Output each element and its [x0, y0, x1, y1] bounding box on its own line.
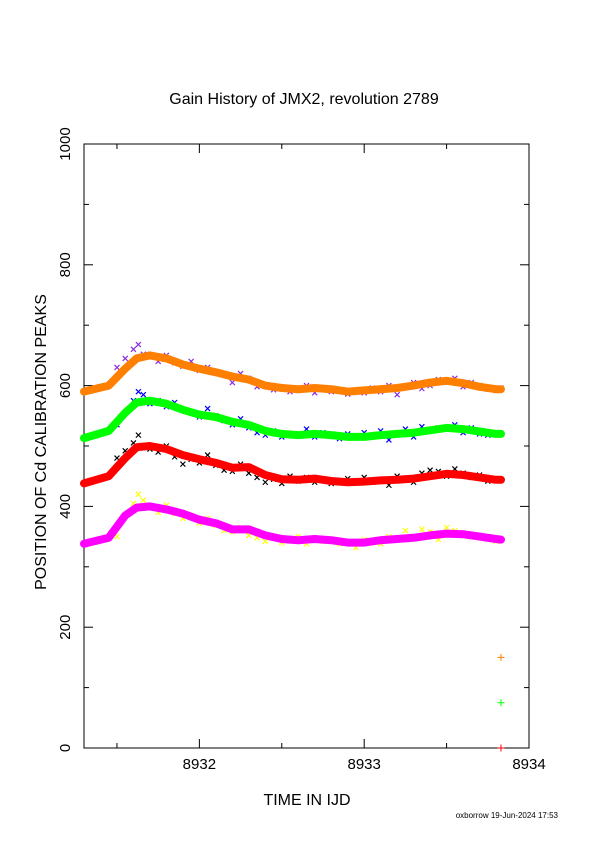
series-1-trend-line [80, 351, 505, 396]
series-6-point [135, 491, 142, 498]
series-7 [80, 502, 505, 548]
plus-marker [497, 699, 505, 707]
y-tick-label: 600 [57, 373, 74, 398]
footer-timestamp: oxborrow 19-Jun-2024 17:53 [456, 811, 559, 820]
series-3-trend-line [80, 396, 505, 443]
y-tick-label: 400 [57, 494, 74, 519]
series-3 [80, 396, 505, 443]
series-7-trend-line [80, 502, 505, 548]
series-4-point [135, 432, 142, 439]
series-2-point [140, 391, 147, 398]
series-6-point [402, 527, 409, 534]
series-0-point [114, 364, 120, 371]
series-4-point [262, 479, 269, 486]
series-0-point [135, 341, 142, 348]
y-tick-label: 1000 [57, 127, 74, 160]
series-0-point [229, 379, 236, 386]
x-axis-label: TIME IN IJD [263, 792, 350, 809]
series-6-point [418, 526, 425, 533]
plus-marker [497, 653, 505, 661]
y-tick-label: 800 [57, 252, 74, 277]
series-5 [80, 442, 505, 488]
series-6-point [140, 497, 147, 504]
y-tick-label: 200 [57, 615, 74, 640]
series-6-point [443, 524, 450, 531]
x-tick-label: 8934 [512, 756, 545, 773]
series-0-point [122, 355, 129, 362]
series-4-point [427, 467, 434, 474]
axis-ticks: 0 200 400 600 800 1000 8932 8933 8934 [57, 127, 546, 773]
x-tick-label: 8932 [183, 756, 216, 773]
y-axis-label: POSITION OF Cd CALIBRATION PEAKS [33, 294, 50, 590]
chart-title: Gain History of JMX2, revolution 2789 [169, 91, 439, 108]
x-tick-label: 8933 [347, 756, 380, 773]
series-4-point [179, 461, 186, 468]
y-tick-label: 0 [57, 744, 74, 752]
series-1 [80, 351, 505, 396]
series-2-point [204, 405, 211, 412]
series-layer [80, 341, 505, 752]
plus-marker [497, 744, 505, 752]
series-0-point [394, 391, 401, 398]
series-5-trend-line [80, 442, 505, 488]
series-0-point [130, 346, 137, 353]
series-2-point [135, 388, 142, 395]
